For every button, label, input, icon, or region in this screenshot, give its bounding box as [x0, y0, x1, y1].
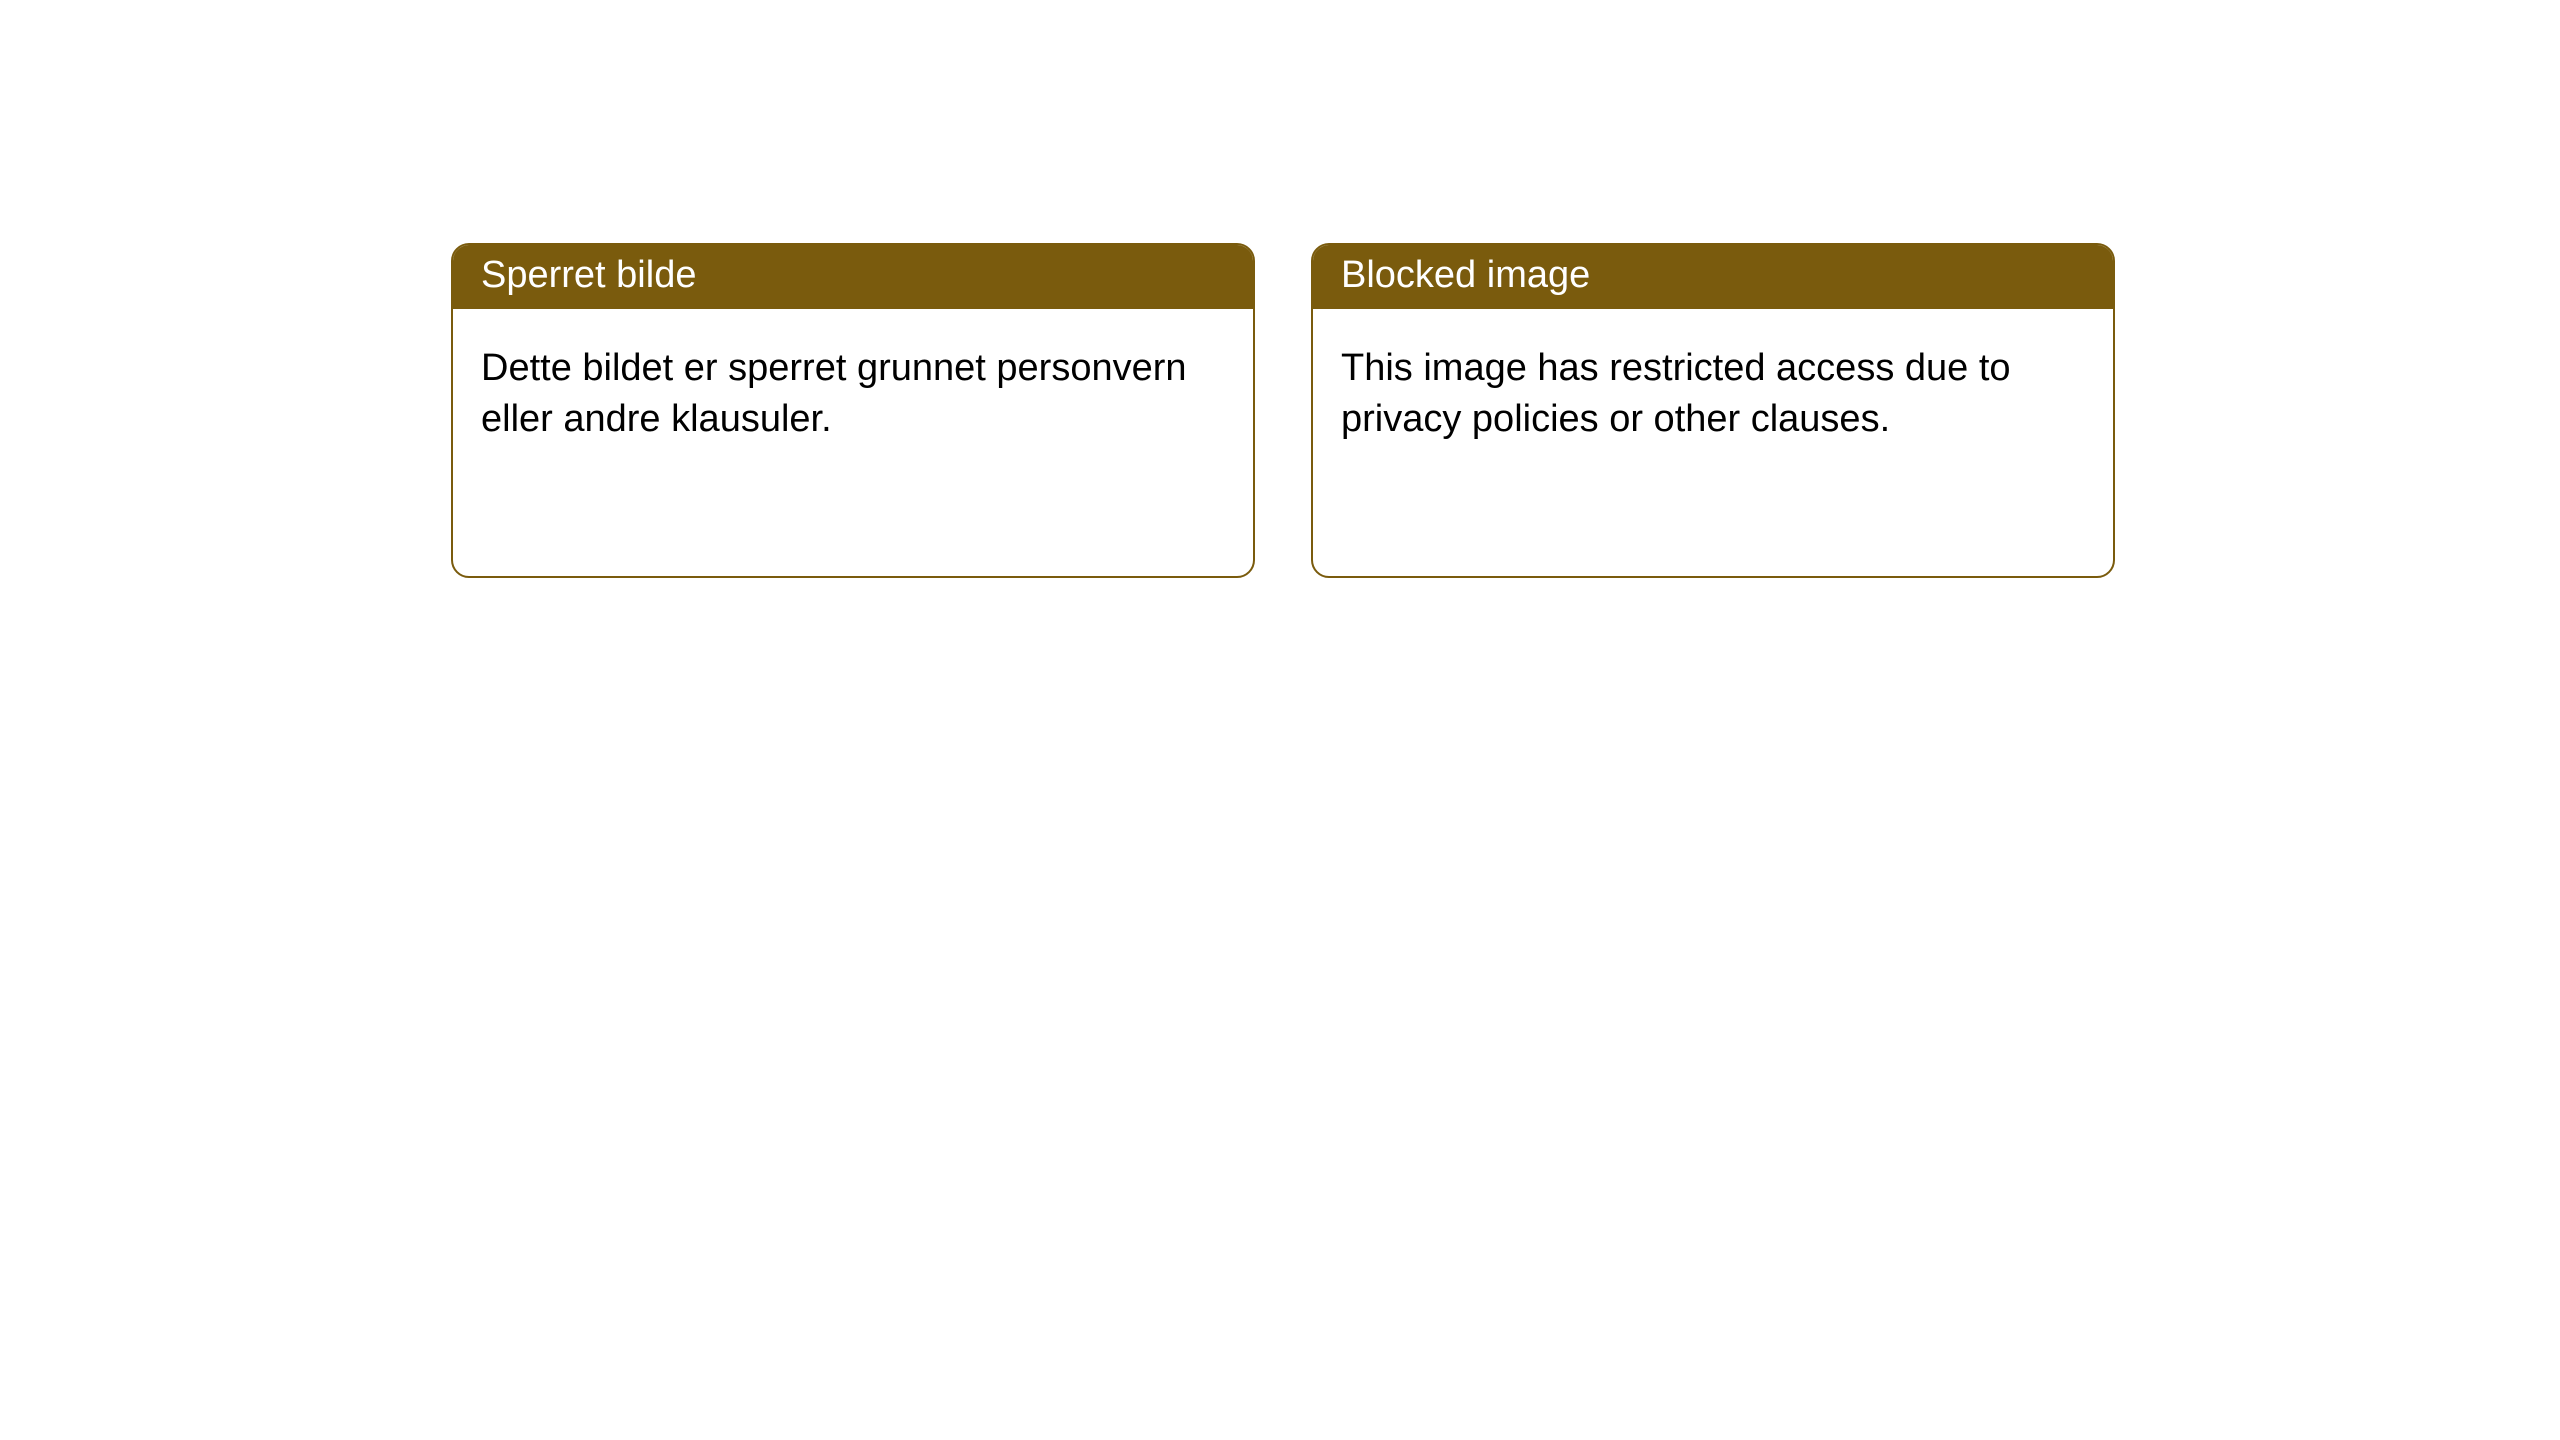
notice-card-english: Blocked image This image has restricted …	[1311, 243, 2115, 578]
notice-card-norwegian: Sperret bilde Dette bildet er sperret gr…	[451, 243, 1255, 578]
notice-cards-container: Sperret bilde Dette bildet er sperret gr…	[0, 0, 2560, 578]
notice-header: Blocked image	[1313, 245, 2113, 309]
notice-header: Sperret bilde	[453, 245, 1253, 309]
notice-body: This image has restricted access due to …	[1313, 309, 2113, 480]
notice-body: Dette bildet er sperret grunnet personve…	[453, 309, 1253, 480]
